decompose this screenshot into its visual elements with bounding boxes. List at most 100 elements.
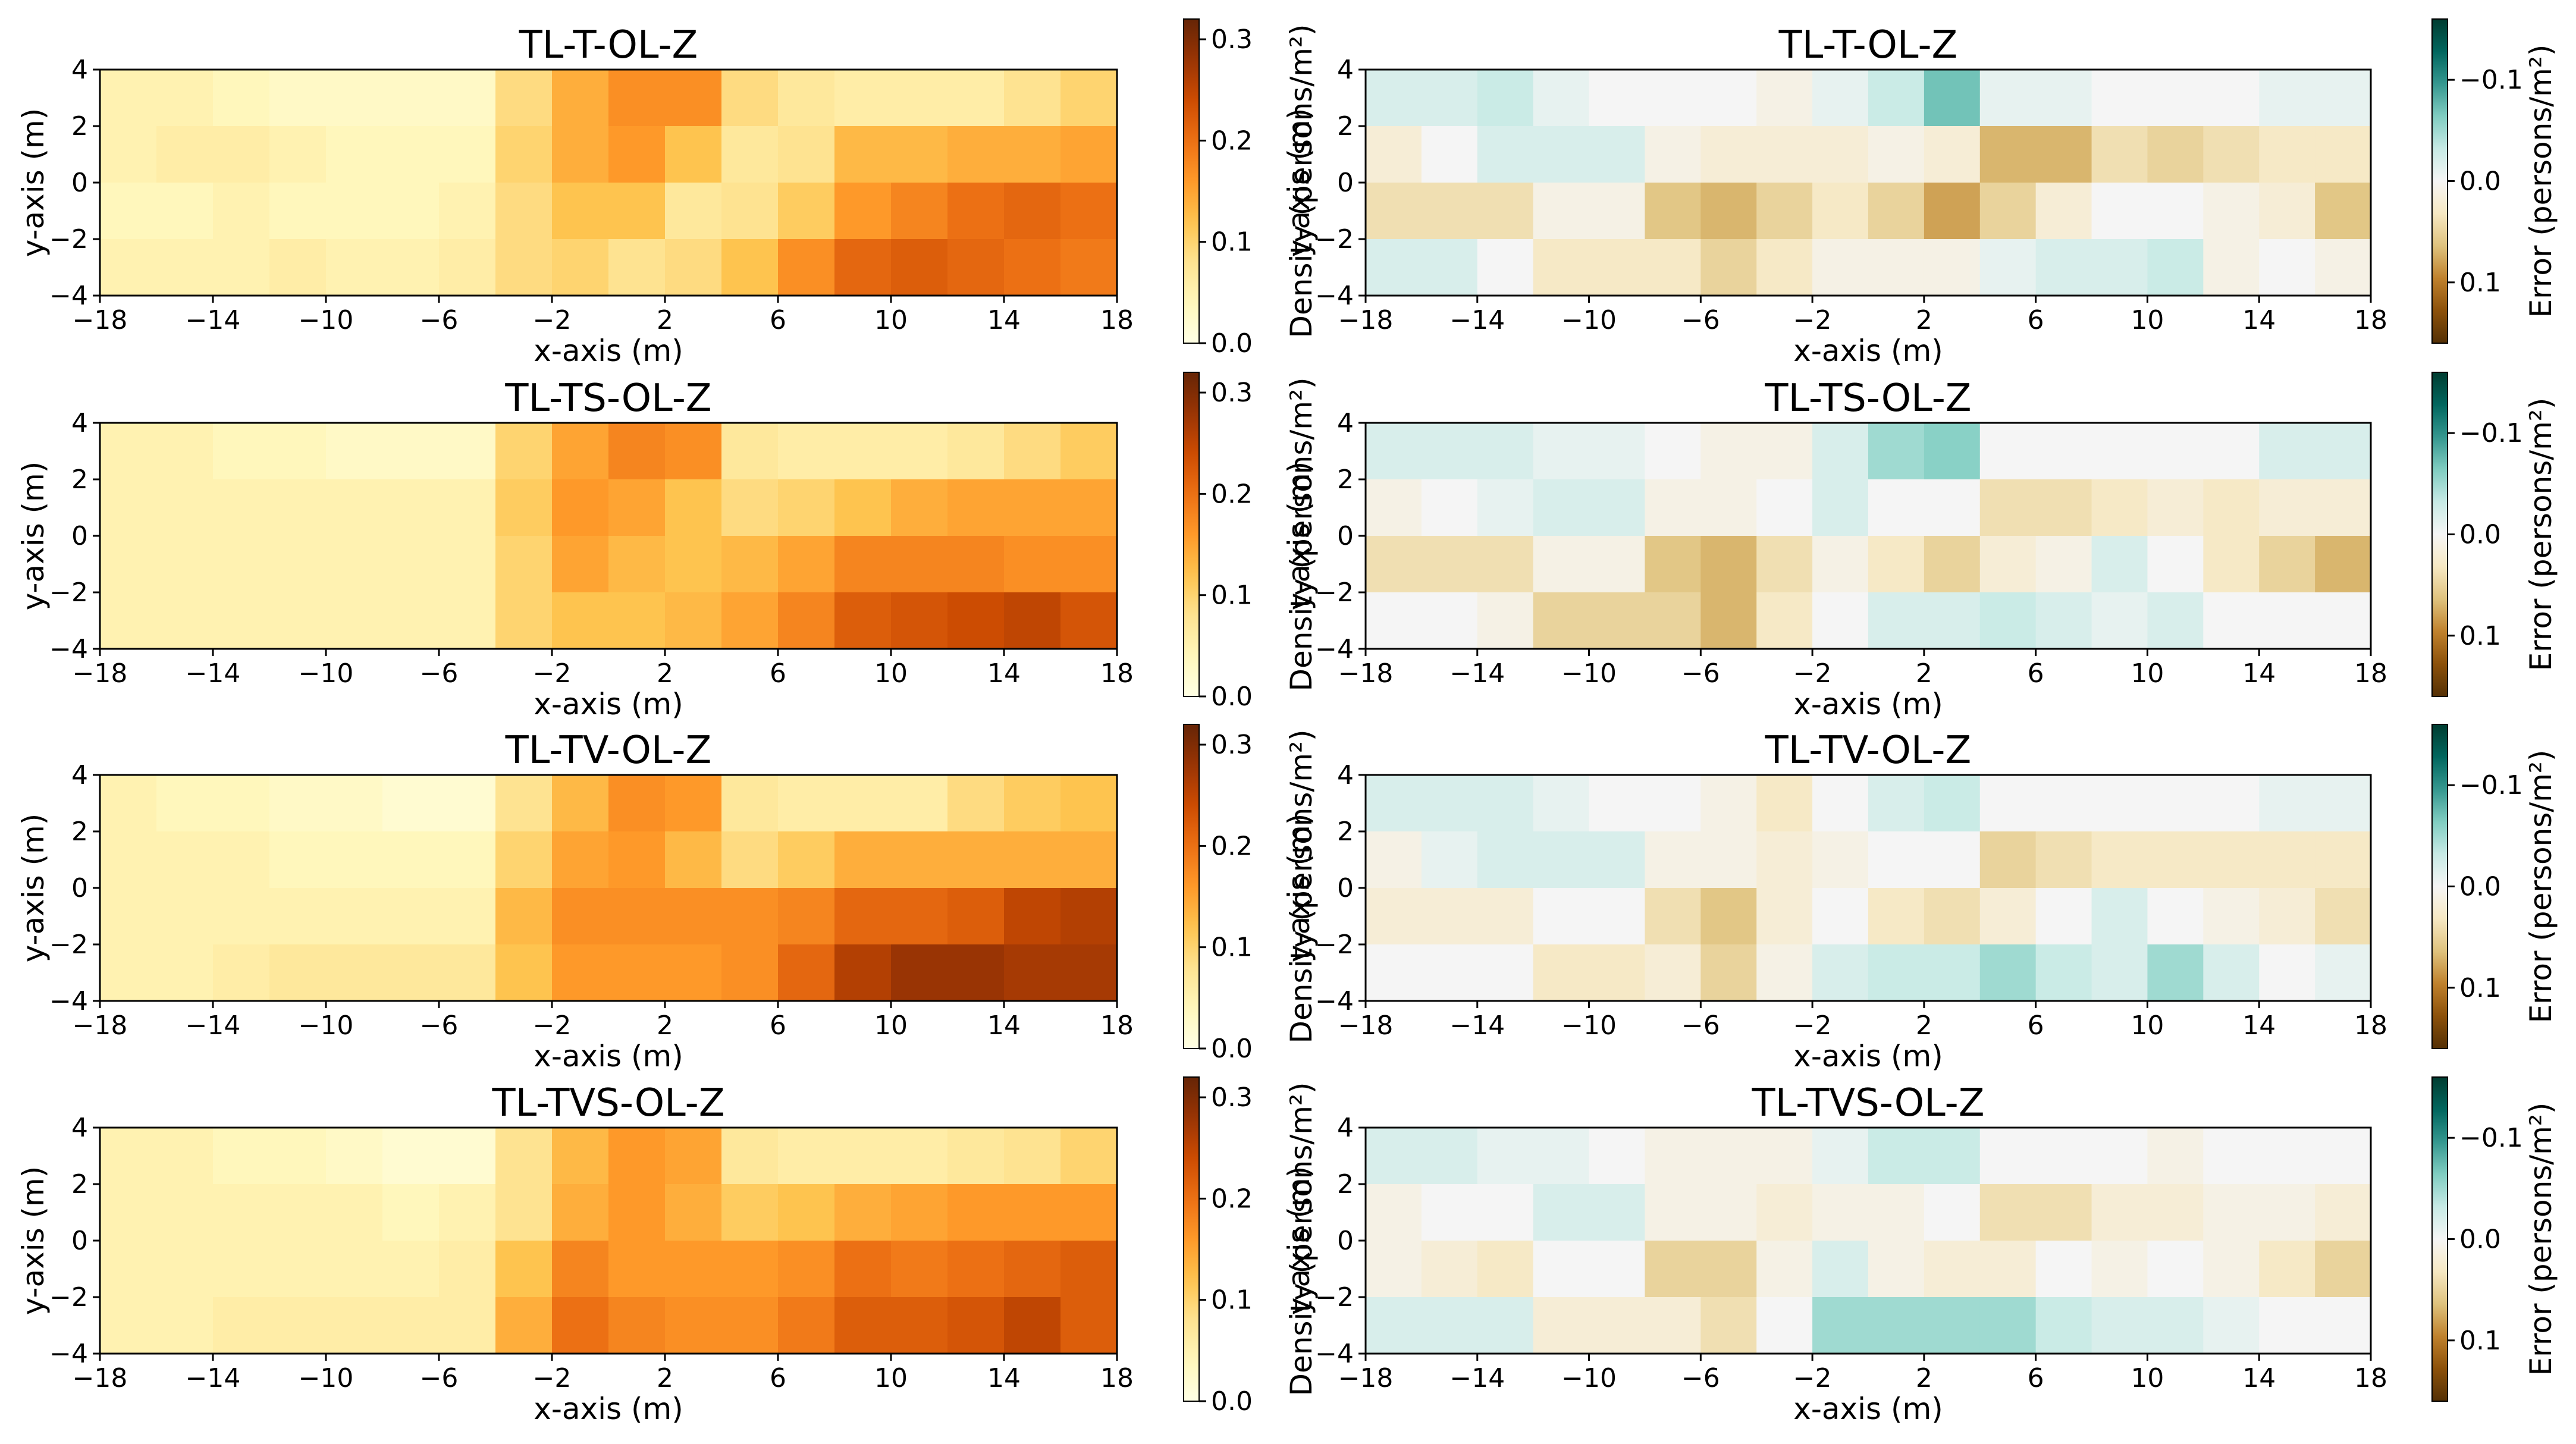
heatmap-cell xyxy=(778,479,835,536)
heatmap-cell xyxy=(1366,1128,1422,1185)
heatmap-cell xyxy=(100,423,157,480)
panel-title: TL-TVS-OL-Z xyxy=(491,1081,724,1125)
heatmap-cell xyxy=(1060,70,1118,127)
heatmap-cell xyxy=(1924,888,1981,945)
heatmap-cell xyxy=(2203,888,2260,945)
heatmap-cell xyxy=(495,888,553,945)
colorbar-tick-label: 0.3 xyxy=(1211,1082,1253,1113)
heatmap-cell xyxy=(439,1128,496,1185)
heatmap-cell xyxy=(326,1241,383,1298)
heatmap-cell xyxy=(213,423,270,480)
x-axis-label: x-axis (m) xyxy=(1793,687,1943,721)
heatmap-cell xyxy=(1645,239,1701,296)
heatmap-cell xyxy=(1924,1241,1981,1298)
heatmap-cell xyxy=(1645,70,1701,127)
heatmap-cell xyxy=(213,183,270,240)
x-tick-label: 18 xyxy=(2354,1363,2387,1393)
y-tick-label: 4 xyxy=(1337,760,1354,790)
heatmap-cell xyxy=(1924,944,1981,1002)
heatmap-cell xyxy=(213,1184,270,1241)
heatmap-cell xyxy=(1979,831,2037,889)
x-tick-label: −18 xyxy=(73,1010,128,1041)
heatmap-cell xyxy=(269,1184,327,1241)
heatmap-cell xyxy=(382,479,440,536)
heatmap-cell xyxy=(1060,1184,1118,1241)
heatmap-cell xyxy=(2035,944,2092,1002)
heatmap-cell xyxy=(1366,239,1422,296)
x-tick-label: 14 xyxy=(987,1363,1021,1393)
x-tick-label: −10 xyxy=(1561,658,1617,689)
heatmap-cell xyxy=(2091,183,2148,240)
colorbar-label: Density (persons/m²) xyxy=(1284,729,1319,1043)
heatmap-cell xyxy=(665,592,722,649)
colorbar: 0.0 0.1 0.2 0.3 Density (persons/m²) xyxy=(1183,372,1319,712)
x-tick-label: −2 xyxy=(533,658,572,689)
panel-title: TL-TV-OL-Z xyxy=(505,729,712,773)
heatmap-cell xyxy=(2091,1184,2148,1241)
heatmap-cell xyxy=(1366,423,1422,480)
heatmap-cell xyxy=(1060,1241,1118,1298)
heatmap-cell xyxy=(1812,775,1869,832)
heatmap-cell xyxy=(552,183,609,240)
heatmap-cell xyxy=(1060,592,1118,649)
heatmap-cell xyxy=(1700,1184,1757,1241)
heatmap-cell xyxy=(1700,775,1757,832)
heatmap-cell xyxy=(382,536,440,593)
heatmap-cell xyxy=(1589,1241,1646,1298)
heatmap-cell xyxy=(834,1297,892,1354)
heatmap-cell xyxy=(439,775,496,832)
heatmap-cell xyxy=(1645,775,1701,832)
colorbar-tick-label: −0.1 xyxy=(2459,1123,2523,1153)
heatmap-cell xyxy=(1700,1241,1757,1298)
heatmap-cell xyxy=(1756,888,1813,945)
heatmap-cell xyxy=(1868,831,1925,889)
x-tick-label: −6 xyxy=(420,305,459,335)
heatmap-cell xyxy=(1924,775,1981,832)
heatmap-cell xyxy=(2035,1128,2092,1185)
heatmap-cell xyxy=(1589,1184,1646,1241)
y-tick-label: −2 xyxy=(1315,930,1354,960)
colorbar: −0.1 0.0 0.1 Error (persons/m²) xyxy=(2431,372,2558,697)
x-axis-label: x-axis (m) xyxy=(534,334,683,368)
heatmap-cell xyxy=(1979,479,2037,536)
heatmap-cell xyxy=(1477,944,1534,1002)
x-tick-label: −6 xyxy=(420,658,459,689)
heatmap-cell xyxy=(834,479,892,536)
heatmap-cell xyxy=(100,775,157,832)
heatmap-panel: −18 −14 −10 −6 −2 2 6 10 14 18 4 2 0 −2 −4 TL-TS-OL-Z x-… xyxy=(16,372,1319,721)
heatmap-cell xyxy=(1589,126,1646,183)
heatmap-cell xyxy=(721,944,779,1002)
heatmap-cell xyxy=(382,1184,440,1241)
y-tick-label: 2 xyxy=(71,817,88,847)
y-axis-label: y-axis (m) xyxy=(1282,462,1316,611)
heatmap-cell xyxy=(495,1128,553,1185)
heatmap-cell xyxy=(2091,1297,2148,1354)
heatmap-cell xyxy=(1589,423,1646,480)
y-tick-label: −4 xyxy=(1315,634,1354,664)
colorbar-tick-label: 0.1 xyxy=(1211,1285,1253,1316)
heatmap-cell xyxy=(1924,239,1981,296)
x-tick-label: 2 xyxy=(1916,305,1932,335)
heatmap-cell xyxy=(439,239,496,296)
heatmap-cell xyxy=(834,126,892,183)
heatmap-cell xyxy=(2259,775,2315,832)
x-tick-label: 10 xyxy=(2131,658,2164,689)
heatmap-cell xyxy=(1645,183,1701,240)
heatmap-panel: −18 −14 −10 −6 −2 2 6 10 14 18 4 2 0 −2 −4 TL-T-OL-Z x-a… xyxy=(1282,18,2558,368)
y-tick-label: 2 xyxy=(1337,111,1354,142)
heatmap-cell xyxy=(2147,944,2204,1002)
heatmap-cell xyxy=(891,1241,948,1298)
heatmap-cell xyxy=(1589,1128,1646,1185)
heatmap-cell xyxy=(552,831,609,889)
heatmap-cell xyxy=(1756,1297,1813,1354)
heatmap-cell xyxy=(269,831,327,889)
heatmap-cell xyxy=(2315,592,2371,649)
y-tick-label: 0 xyxy=(1337,873,1354,903)
heatmap-cell xyxy=(2035,888,2092,945)
heatmap-cell xyxy=(1004,70,1061,127)
x-tick-label: −6 xyxy=(1681,1010,1720,1041)
heatmap-cell xyxy=(2147,423,2204,480)
heatmap-cell xyxy=(947,126,1005,183)
heatmap-cell xyxy=(891,592,948,649)
heatmap-cell xyxy=(1979,126,2037,183)
